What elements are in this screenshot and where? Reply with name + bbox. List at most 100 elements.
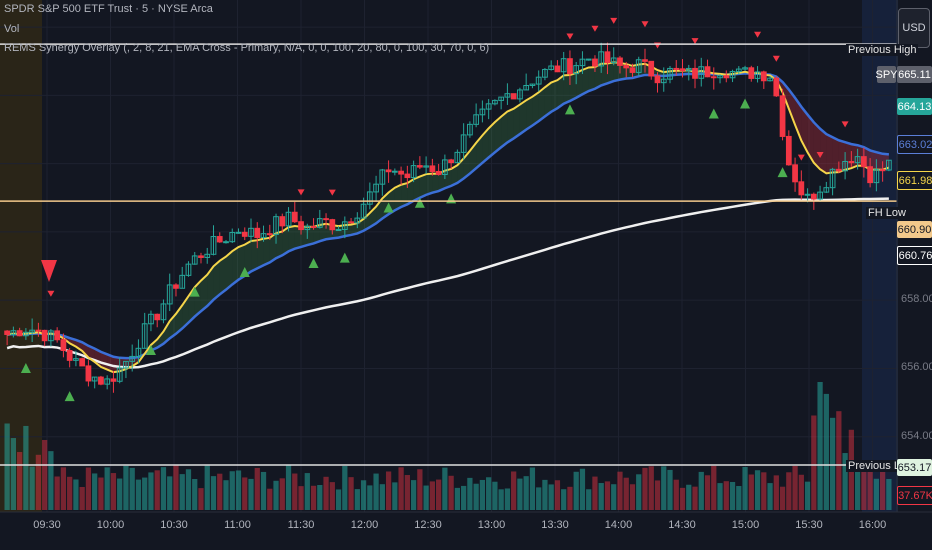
- y-axis-tick-label: 658.00: [901, 293, 932, 306]
- candle-body: [241, 231, 248, 237]
- cloud-segment: [482, 128, 489, 163]
- cloud-segment: [419, 174, 427, 198]
- candle-body: [341, 221, 348, 231]
- candle-body: [4, 330, 11, 335]
- candle-body: [273, 216, 279, 235]
- volume-bar: [604, 481, 611, 510]
- candle-body: [598, 51, 605, 67]
- volume-bar: [310, 485, 317, 510]
- price-axis-label: 660.76: [897, 246, 932, 265]
- candle-body: [148, 313, 154, 325]
- volume-bar: [586, 489, 592, 510]
- ema-fast-path: [6, 61, 890, 374]
- x-axis-tick-label: 13:00: [477, 519, 506, 531]
- volume-bar: [42, 439, 48, 510]
- cloud-segment: [588, 67, 595, 92]
- sell-signal-marker: [41, 260, 57, 282]
- price-axis-label: 665.11: [897, 66, 932, 83]
- volume-bar: [598, 483, 604, 510]
- sell-signal-marker: [797, 154, 805, 161]
- cloud-segment: [476, 135, 483, 169]
- cloud-segment: [132, 357, 139, 367]
- candle-body: [285, 211, 292, 227]
- cloud-segment: [569, 72, 577, 101]
- cloud-segment: [438, 170, 445, 192]
- cloud-segment: [513, 104, 520, 139]
- volume-bar: [135, 479, 142, 510]
- volume-bar: [29, 466, 35, 510]
- volume-bar: [392, 482, 398, 510]
- volume-legend[interactable]: Vol: [4, 23, 20, 35]
- volume-bar: [517, 478, 523, 510]
- candle-body: [323, 218, 329, 221]
- candle-body: [773, 77, 780, 97]
- indicator-legend[interactable]: REMS Synergy Overlay (, 2, 8, 21, EMA Cr…: [4, 42, 490, 54]
- symbol-legend[interactable]: SPDR S&P 500 ETF Trust · 5 · NYSE Arca: [4, 3, 213, 15]
- volume-bar: [398, 467, 404, 510]
- candle-body: [41, 329, 48, 342]
- candle-body: [792, 164, 798, 183]
- volume-bar: [754, 470, 761, 510]
- volume-bar: [767, 483, 773, 510]
- x-axis-tick-label: 13:30: [541, 519, 569, 531]
- candle-body: [179, 274, 186, 289]
- volume-bar: [504, 488, 511, 510]
- candle-body: [867, 166, 873, 184]
- candle-body: [660, 78, 667, 84]
- candle-body: [279, 216, 286, 227]
- x-axis-tick-label: 09:30: [33, 519, 61, 531]
- volume-bar: [198, 488, 204, 510]
- volume-bar: [511, 471, 517, 510]
- candle-body: [223, 241, 229, 244]
- price-axis-label: 37.67K: [897, 486, 932, 505]
- cloud-segment: [426, 173, 433, 195]
- volume-bar: [217, 473, 223, 510]
- aftermarket-shading: [862, 0, 898, 512]
- candle-body: [673, 67, 680, 70]
- currency-button[interactable]: USD: [898, 8, 930, 48]
- volume-bar: [235, 470, 242, 510]
- previous-high-label: Previous High: [846, 44, 919, 56]
- candle-body: [448, 159, 455, 164]
- x-axis-tick-label: 12:30: [414, 519, 442, 531]
- candle-body: [48, 330, 54, 342]
- candle-body: [291, 211, 298, 223]
- volume-bar: [729, 481, 736, 510]
- candle-body: [842, 160, 848, 172]
- level-lines: [0, 43, 897, 466]
- price-axis-label: 653.17: [897, 459, 932, 476]
- candle-body: [760, 71, 767, 82]
- candle-body: [548, 65, 555, 70]
- x-axis-tick-label: 14:00: [604, 519, 633, 531]
- candle-body: [191, 255, 198, 265]
- cloud-segment: [788, 89, 796, 125]
- cloud-segment: [519, 100, 527, 135]
- volume-bar: [17, 452, 23, 510]
- candle-body: [567, 58, 573, 75]
- candle-body: [23, 331, 29, 337]
- candle-body: [573, 65, 580, 75]
- cloud-segment: [469, 142, 477, 174]
- volume-bar: [229, 471, 235, 510]
- volume-bar: [573, 471, 579, 510]
- volume-bar: [486, 477, 492, 510]
- candle-body: [523, 85, 530, 91]
- candle-body: [535, 76, 542, 85]
- candle-body: [210, 236, 217, 255]
- volume-bar: [404, 475, 410, 510]
- volume-bar: [329, 482, 335, 510]
- volume-bar: [686, 484, 692, 510]
- volume-bar: [385, 471, 392, 510]
- candle-body: [504, 93, 511, 98]
- volume-bar: [623, 477, 629, 510]
- candle-body: [748, 67, 755, 79]
- volume-bar: [48, 451, 54, 510]
- cloud-segment: [870, 150, 877, 170]
- volume-bar: [529, 467, 536, 510]
- price-axis-label: 663.02: [897, 135, 932, 154]
- ema-slow-path: [7, 72, 889, 360]
- volume-bar: [317, 484, 323, 510]
- candle-body: [710, 76, 717, 79]
- volume-bar: [35, 454, 42, 510]
